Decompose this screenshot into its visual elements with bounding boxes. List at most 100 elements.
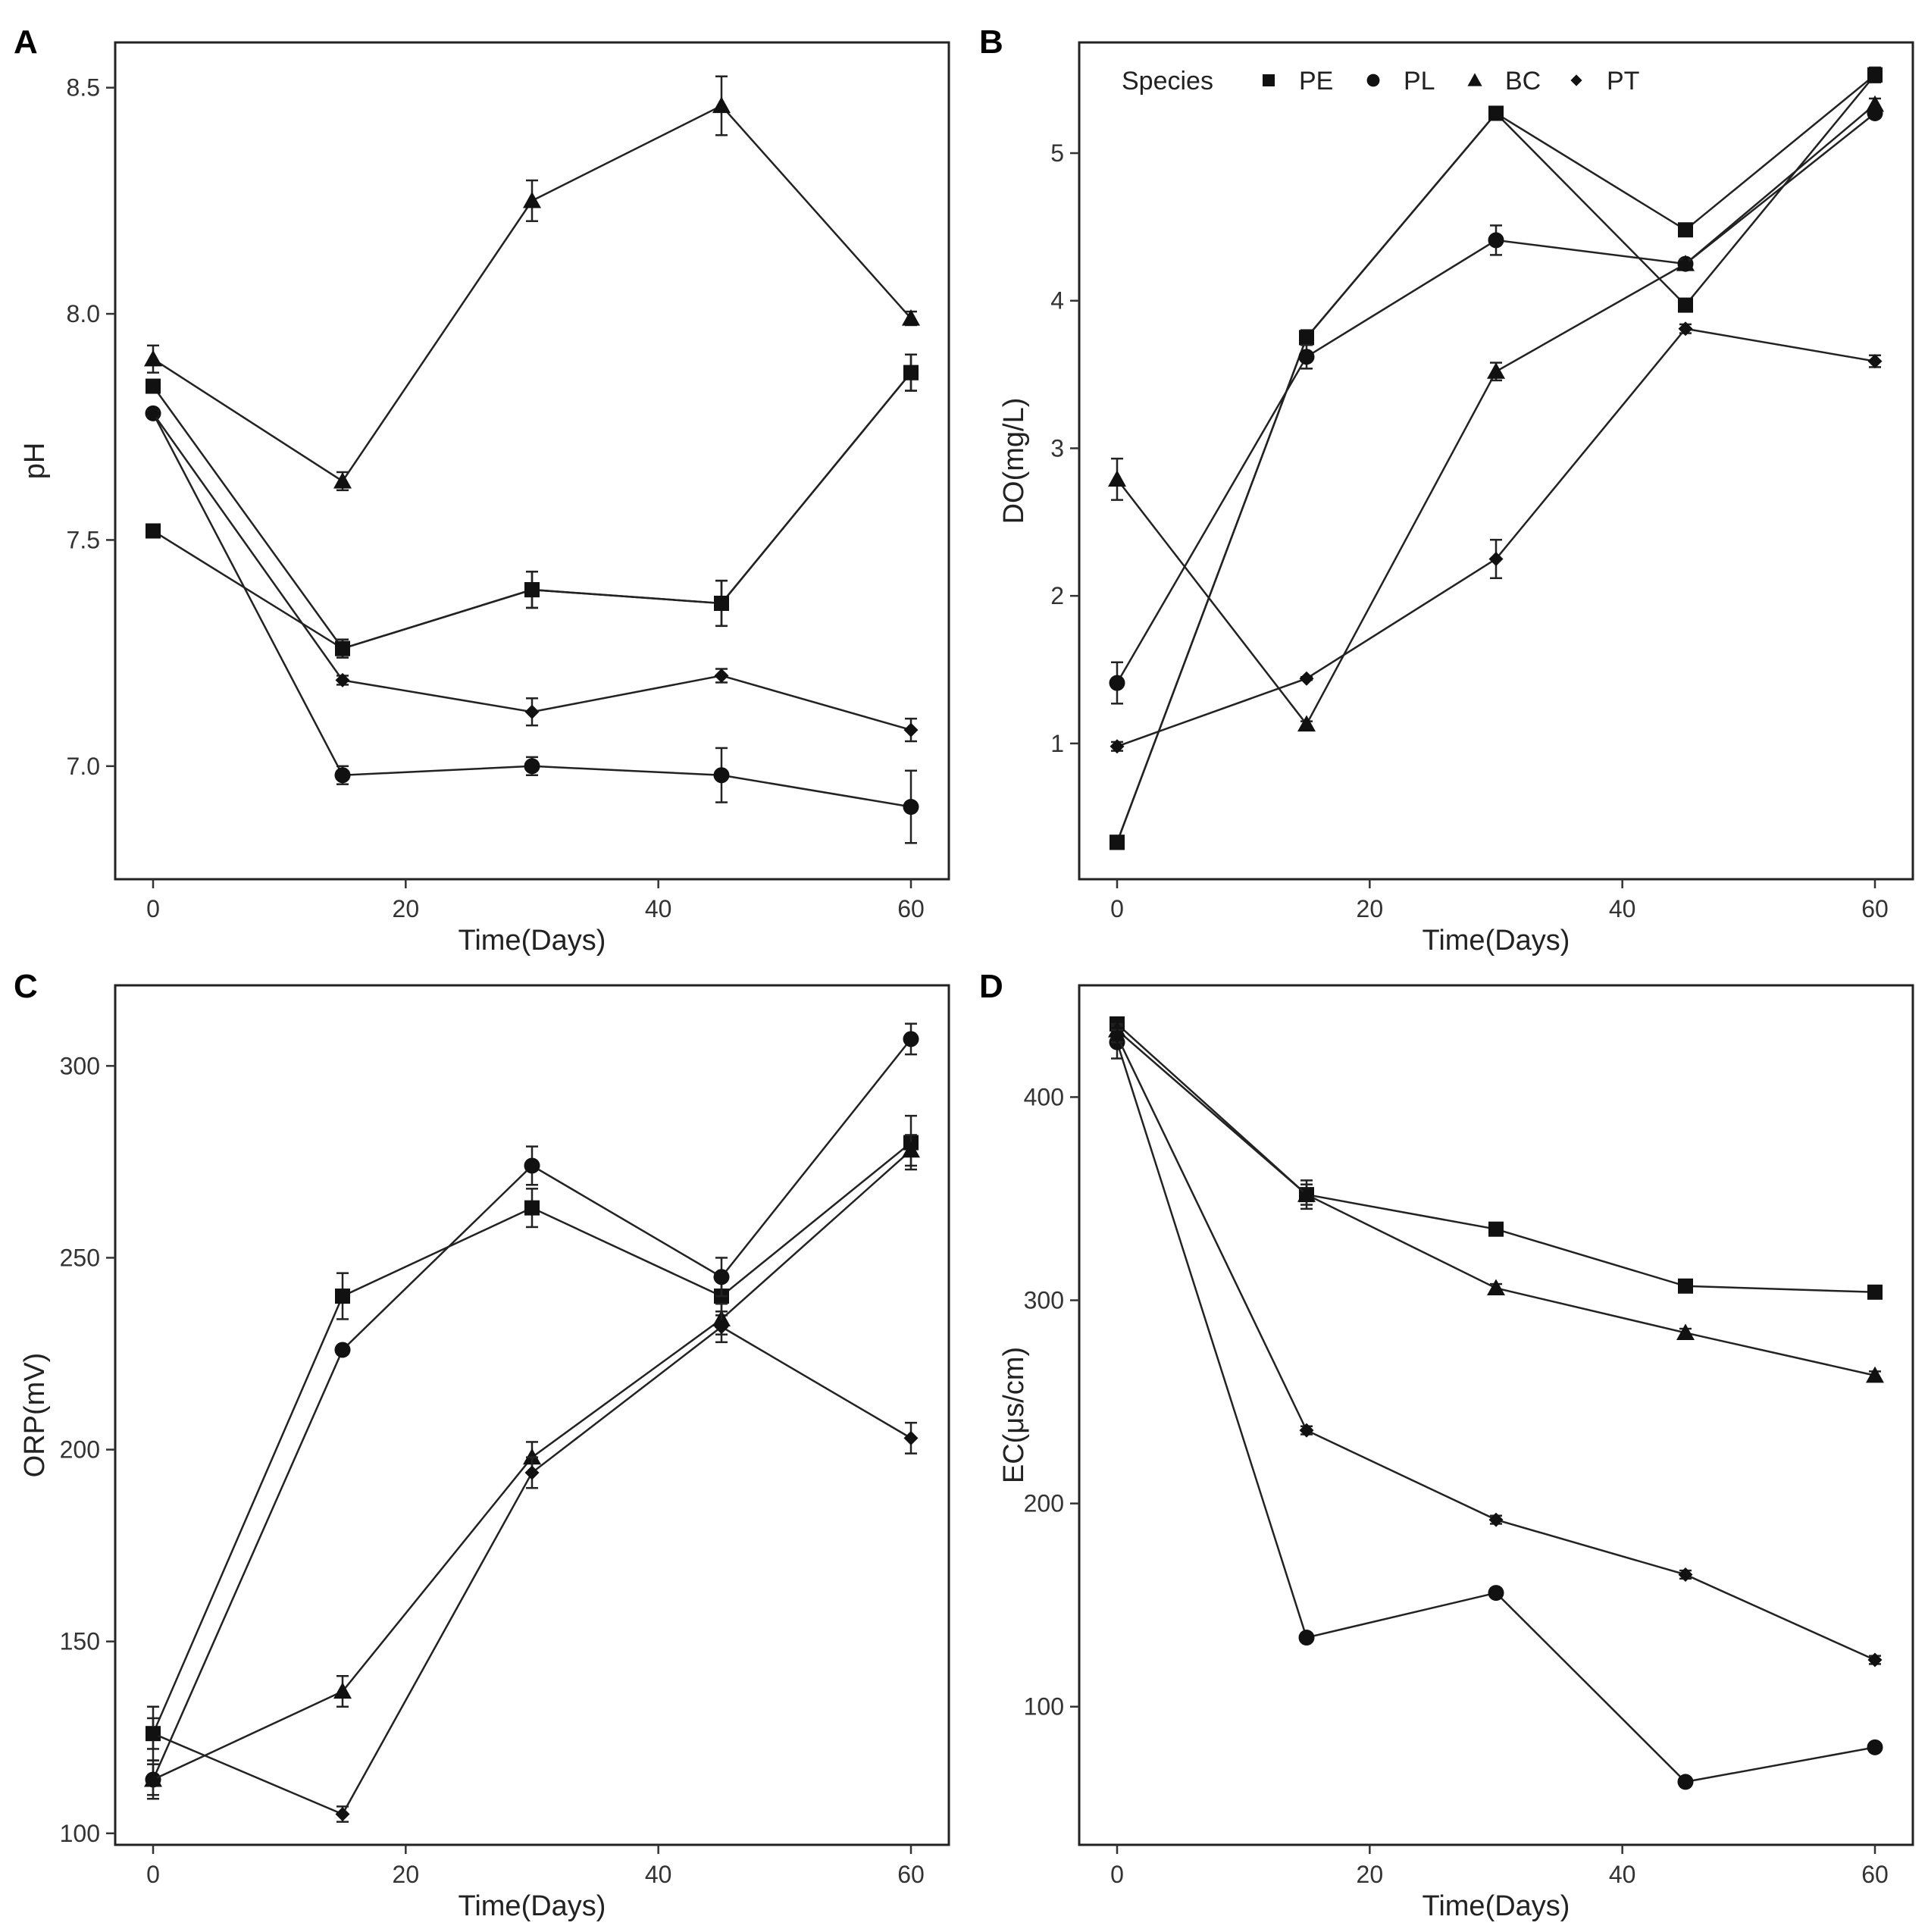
data-point (1299, 1423, 1314, 1438)
data-point (1110, 739, 1125, 754)
series-bc (1108, 95, 1884, 732)
data-point (1110, 1029, 1125, 1044)
x-axis-title: Time(Days) (459, 925, 606, 957)
data-point (902, 309, 920, 326)
data-point (524, 1465, 540, 1480)
data-point (713, 767, 730, 784)
x-tick-label: 40 (1609, 1861, 1636, 1888)
data-point (714, 668, 729, 683)
panel-label: A (14, 23, 38, 61)
data-point (1678, 321, 1693, 337)
data-point (1298, 349, 1315, 365)
x-tick-label: 20 (393, 1861, 420, 1888)
legend-marker-pl (1366, 74, 1380, 87)
y-tick-label: 300 (1024, 1287, 1064, 1314)
x-tick-label: 40 (645, 895, 672, 922)
y-tick-label: 250 (60, 1244, 100, 1271)
panel-label: C (14, 968, 38, 1005)
y-axis-title: DO(mg/L) (998, 398, 1030, 524)
y-tick-label: 400 (1024, 1083, 1064, 1110)
data-point (714, 1320, 729, 1335)
data-point (1866, 95, 1884, 112)
data-point (1297, 715, 1316, 732)
data-point (1488, 105, 1504, 121)
data-point (712, 96, 731, 114)
data-point (334, 1342, 351, 1358)
data-point (524, 704, 540, 719)
series-line (1116, 1029, 1876, 1376)
x-tick-label: 60 (1861, 895, 1889, 922)
series-pe (1110, 66, 1883, 850)
series-pt (1110, 321, 1883, 754)
y-axis-title: ORP(mV) (19, 1353, 51, 1478)
data-point (1297, 1185, 1316, 1202)
y-axis-title: EC(μs/cm) (998, 1347, 1030, 1483)
panel-B: B 0 20 40 60 1 2 3 4 5 Time(Days) DO(mg/L) Species PE… (979, 23, 1914, 957)
plot-frame (114, 41, 950, 881)
data-point (334, 767, 351, 784)
x-axis-title: Time(Days) (1423, 1890, 1570, 1922)
y-tick-label: 200 (60, 1436, 100, 1464)
panel-C: C 0 20 40 60 100 150 200 250 300 Time(Days) ORP(mV) (14, 968, 950, 1922)
data-point (1488, 232, 1504, 249)
series-pt (146, 1310, 919, 1823)
x-tick-label: 60 (897, 895, 925, 922)
data-point (335, 672, 350, 687)
y-tick-label: 200 (1024, 1490, 1064, 1517)
y-tick-label: 5 (1050, 139, 1064, 167)
data-point (1866, 1366, 1884, 1383)
series-bc (144, 75, 920, 492)
x-tick-label: 20 (1357, 895, 1384, 922)
legend-label-pt: PT (1607, 67, 1639, 96)
x-axis-title: Time(Days) (459, 1890, 606, 1922)
series-line (152, 412, 912, 808)
y-tick-label: 300 (60, 1052, 100, 1079)
series-line (1116, 112, 1876, 684)
series-line (1116, 74, 1876, 843)
x-tick-label: 0 (146, 895, 160, 922)
data-point (1487, 1279, 1505, 1296)
legend-title: Species (1122, 67, 1213, 96)
y-tick-label: 1 (1050, 730, 1064, 757)
data-point (1108, 470, 1126, 487)
legend-label-bc: BC (1505, 67, 1541, 96)
data-point (1678, 1567, 1693, 1582)
series-line (1116, 1041, 1876, 1783)
y-tick-label: 2 (1050, 582, 1064, 609)
x-tick-label: 60 (897, 1861, 925, 1888)
x-tick-label: 20 (393, 895, 420, 922)
data-point (1678, 297, 1693, 313)
data-point (335, 640, 350, 656)
data-point (902, 1141, 920, 1158)
series-pl (1109, 1025, 1883, 1790)
plot-frame (1078, 41, 1914, 881)
series-pe (1110, 1016, 1883, 1300)
panel-A: A 0 20 40 60 7.0 7.5 8.0 8.5 Time(Days) pH (14, 23, 950, 957)
data-point (335, 1289, 350, 1304)
data-point (524, 1157, 540, 1174)
series-pe (146, 353, 919, 659)
data-point (1676, 255, 1695, 271)
legend-label-pe: PE (1299, 67, 1333, 96)
data-point (146, 523, 161, 539)
data-point (1867, 354, 1883, 369)
legend-label-pl: PL (1404, 67, 1435, 96)
data-point (1488, 1221, 1504, 1237)
data-point (333, 1682, 352, 1699)
plot-frame (114, 984, 950, 1846)
legend-marker-bc (1467, 73, 1482, 86)
y-tick-label: 8.5 (67, 74, 100, 102)
legend-marker-pe (1263, 74, 1275, 86)
data-point (146, 1726, 161, 1741)
y-tick-label: 100 (60, 1820, 100, 1847)
data-point (144, 349, 162, 367)
data-point (903, 799, 919, 816)
plot-frame (1078, 984, 1914, 1846)
series-bc (1108, 1020, 1884, 1383)
data-point (1488, 1512, 1504, 1527)
series-pt (146, 406, 919, 743)
data-point (903, 722, 919, 737)
data-point (1867, 1284, 1883, 1300)
y-tick-label: 3 (1050, 434, 1064, 462)
